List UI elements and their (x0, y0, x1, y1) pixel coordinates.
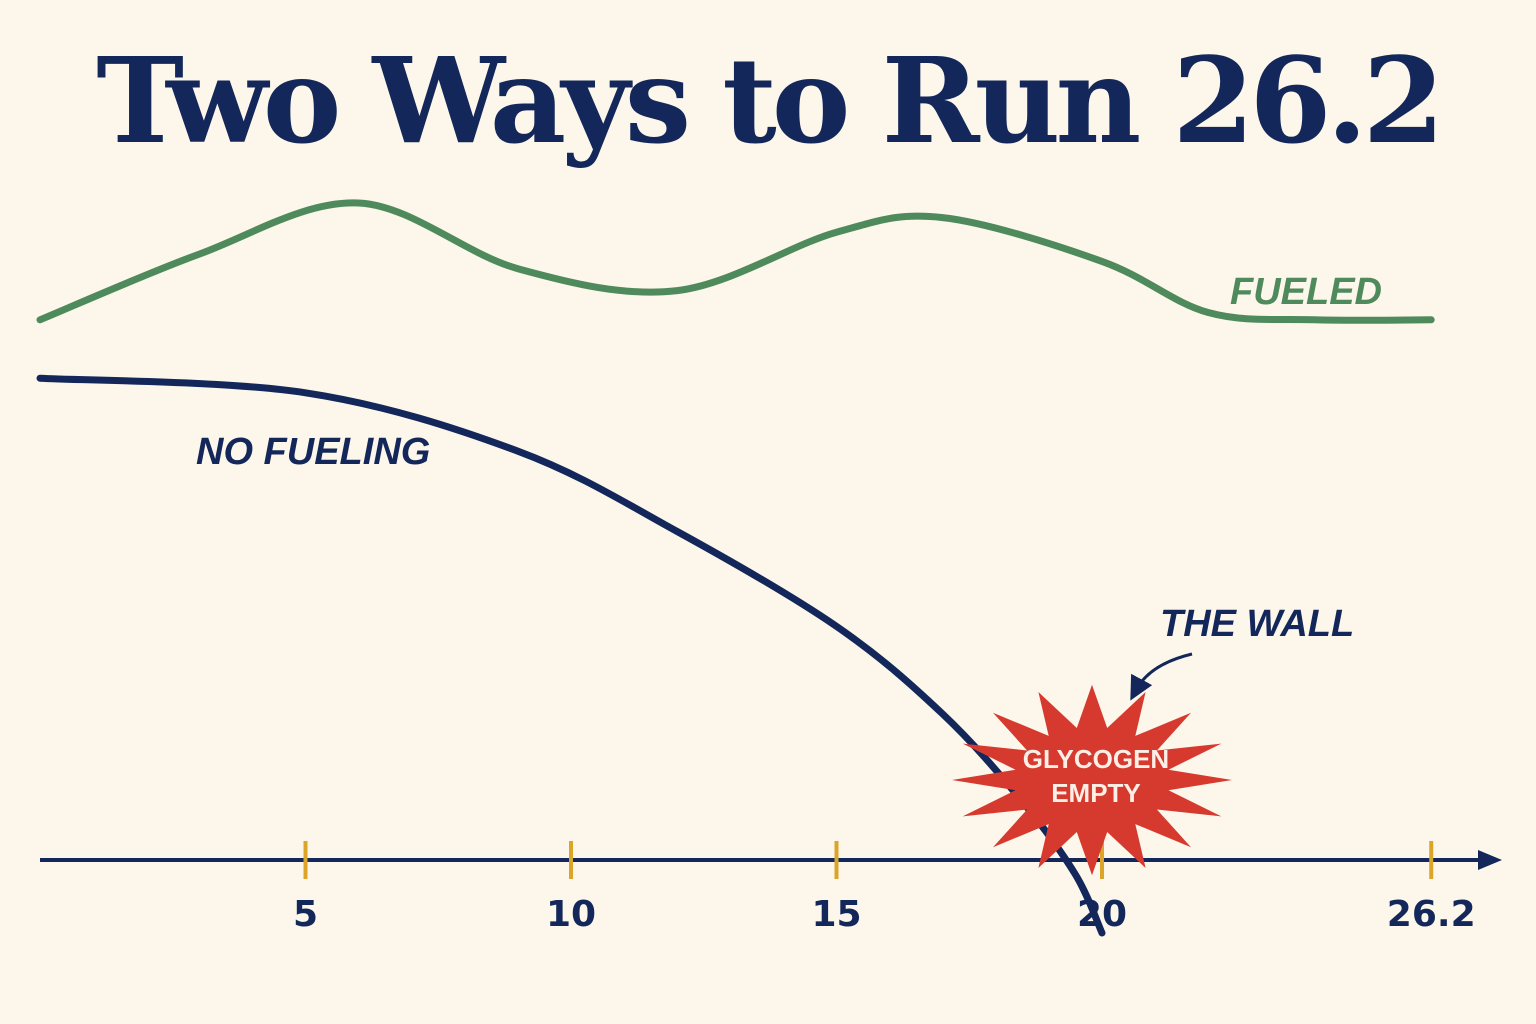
series-label-no-fueling: NO FUELING (196, 431, 430, 473)
chart-title: Two Ways to Run 26.2 (96, 31, 1444, 170)
glycogen-empty-text-line1: GLYCOGEN (1023, 744, 1169, 774)
glycogen-empty-burst (952, 684, 1232, 876)
series-label-fueled: FUELED (1230, 271, 1382, 313)
x-axis-arrow (1478, 850, 1502, 870)
the-wall-arrow (1130, 652, 1193, 701)
x-tick-label-2: 15 (811, 894, 861, 935)
x-tick-label-0: 5 (293, 894, 318, 935)
the-wall-annotation: THE WALL (1160, 603, 1354, 645)
series-line-fueled (36, 199, 1435, 324)
x-tick-label-1: 10 (546, 894, 596, 935)
x-tick-label-4: 26.2 (1387, 894, 1476, 935)
x-axis-ticks (303, 841, 1434, 879)
glycogen-empty-text-line2: EMPTY (1051, 778, 1141, 808)
x-axis-tick-labels: 5 10 15 20 26.2 (293, 894, 1476, 935)
